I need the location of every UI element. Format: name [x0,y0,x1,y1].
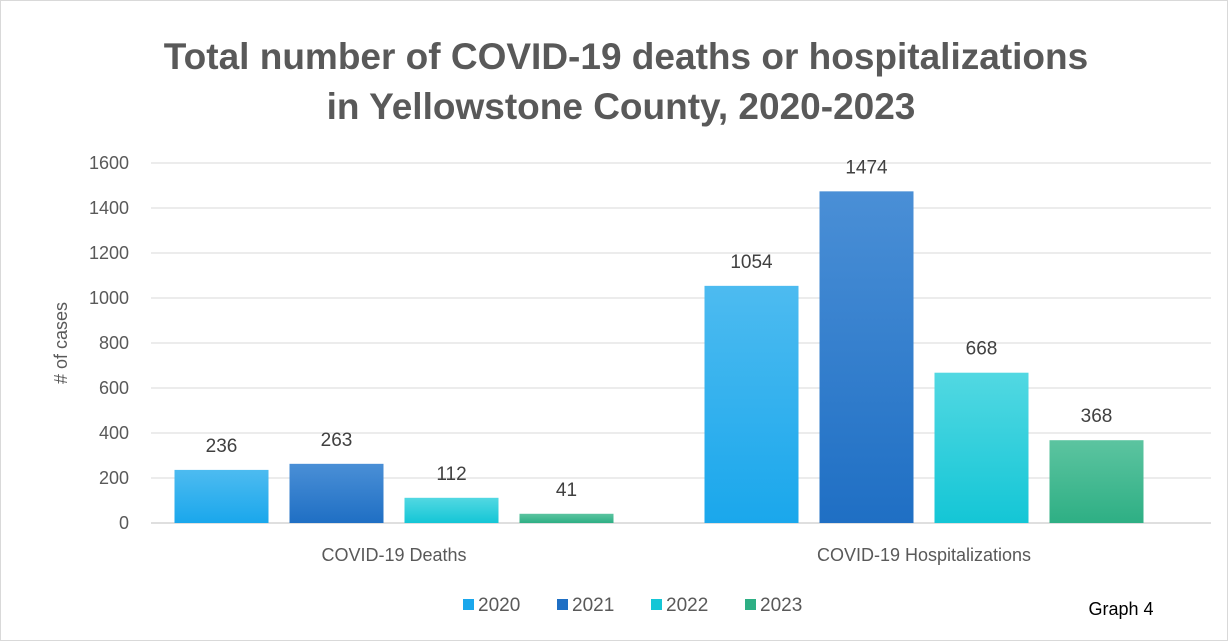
y-tick-label: 600 [99,378,129,398]
x-category-label: COVID-19 Deaths [321,545,466,565]
bars [174,191,1144,523]
y-tick-label: 400 [99,423,129,443]
data-label: 668 [966,339,998,360]
data-labels: 236 263 112 41 1054 1474 668 368 [206,157,1113,500]
chart-title-line-1: Total number of COVID-19 deaths or hospi… [164,36,1088,77]
bar-2020-hospitalizations [704,285,799,523]
bar-2021-hospitalizations [819,191,914,523]
data-label: 236 [206,436,238,457]
legend-swatch-2020 [463,599,474,610]
data-label: 1474 [845,157,888,178]
legend-label-2022: 2022 [666,595,708,616]
legend-swatch-2023 [745,599,756,610]
y-tick-label: 1200 [89,243,129,263]
chart-title-line-2: in Yellowstone County, 2020-2023 [327,86,916,127]
x-axis-categories: COVID-19 Deaths COVID-19 Hospitalizations [321,545,1031,565]
y-tick-label: 1600 [89,153,129,173]
legend-label-2020: 2020 [478,595,520,616]
y-tick-label: 0 [119,513,129,533]
data-label: 263 [321,430,353,451]
y-tick-label: 200 [99,468,129,488]
bar-2023-deaths [519,513,614,523]
legend-label-2023: 2023 [760,595,802,616]
bar-2020-deaths [174,469,269,523]
bar-2021-deaths [289,463,384,523]
y-tick-label: 1400 [89,198,129,218]
legend-swatch-2022 [651,599,662,610]
bar-2022-deaths [404,497,499,523]
legend: 2020 2021 2022 2023 [463,595,802,616]
legend-swatch-2021 [557,599,568,610]
data-label: 1054 [730,252,773,273]
legend-label-2021: 2021 [572,595,614,616]
y-axis-ticks: 0 200 400 600 800 1000 1200 1400 1600 [89,153,129,533]
data-label: 41 [556,480,577,501]
bar-2022-hospitalizations [934,372,1029,523]
graph-number-note: Graph 4 [1088,599,1153,619]
bar-2023-hospitalizations [1049,440,1144,523]
y-tick-label: 800 [99,333,129,353]
y-axis-title: # of cases [51,302,71,384]
data-label: 112 [436,464,466,485]
y-tick-label: 1000 [89,288,129,308]
data-label: 368 [1081,406,1113,427]
x-category-label: COVID-19 Hospitalizations [817,545,1031,565]
